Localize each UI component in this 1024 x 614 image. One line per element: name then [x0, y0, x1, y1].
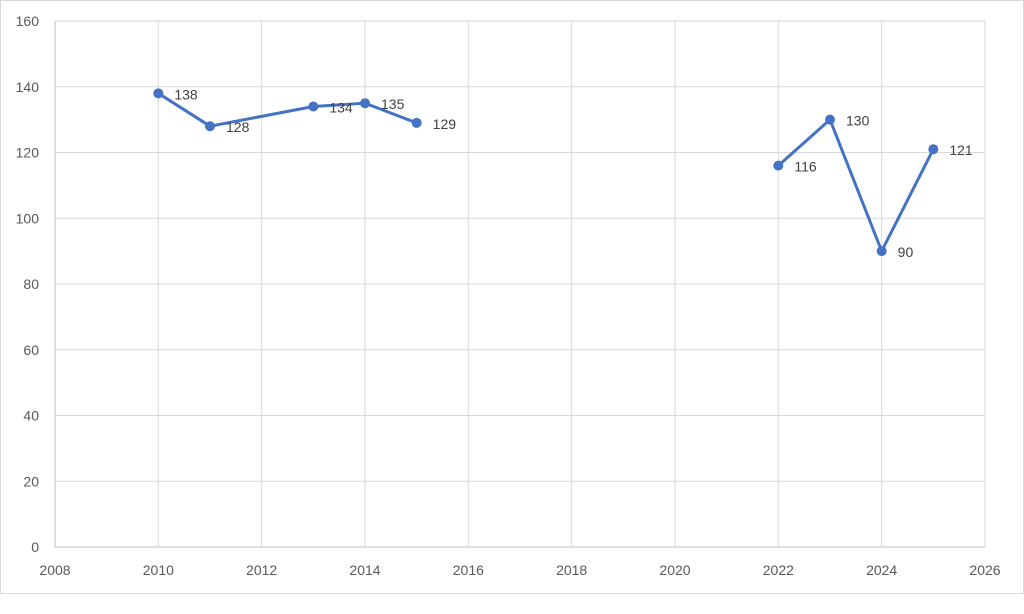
data-label: 134: [329, 99, 353, 115]
y-tick-label: 160: [16, 13, 40, 29]
data-point: [773, 160, 784, 171]
data-point: [153, 88, 164, 99]
tick-labels: 0 20 40 60 80 100 120 140 160 2008 2010 2012 2014 201…: [16, 13, 1001, 578]
data-point: [928, 144, 939, 155]
y-tick-label: 20: [23, 473, 39, 489]
axes: [54, 21, 985, 548]
data-point: [205, 121, 215, 132]
x-tick-label: 2014: [349, 562, 380, 578]
x-tick-label: 2024: [866, 562, 897, 578]
data-point: [825, 114, 835, 125]
data-label: 138: [174, 86, 198, 102]
y-tick-label: 60: [23, 342, 39, 358]
y-tick-label: 40: [23, 408, 39, 424]
y-tick-label: 120: [16, 145, 40, 161]
data-point: [360, 98, 370, 109]
x-tick-label: 2020: [659, 562, 690, 578]
x-tick-label: 2010: [143, 562, 174, 578]
y-tick-label: 140: [16, 79, 40, 95]
data-label: 135: [381, 96, 405, 112]
data-label: 128: [226, 119, 250, 135]
chart-frame: [0, 0, 1024, 594]
data-point: [876, 246, 887, 257]
series-line-segment: [777, 118, 935, 253]
data-label: 116: [794, 159, 817, 175]
x-tick-label: 2008: [39, 562, 70, 578]
x-tick-label: 2012: [246, 562, 277, 578]
x-tick-label: 2022: [763, 562, 794, 578]
x-tick-label: 2026: [969, 562, 1000, 578]
data-label: 90: [898, 244, 914, 260]
x-tick-label: 2018: [556, 562, 587, 578]
y-tick-label: 80: [23, 276, 39, 292]
series-points: [153, 88, 939, 257]
data-point: [308, 101, 319, 112]
data-point: [411, 117, 422, 128]
data-label: 121: [949, 142, 973, 158]
data-label: 129: [433, 116, 457, 132]
data-labels: 138 128 134 135 129 116 130 90 121: [174, 86, 973, 260]
x-tick-label: 2016: [453, 562, 484, 578]
y-tick-label: 0: [31, 539, 39, 555]
data-label: 130: [846, 113, 870, 129]
y-tick-label: 100: [16, 210, 40, 226]
series-lines: [157, 92, 935, 253]
